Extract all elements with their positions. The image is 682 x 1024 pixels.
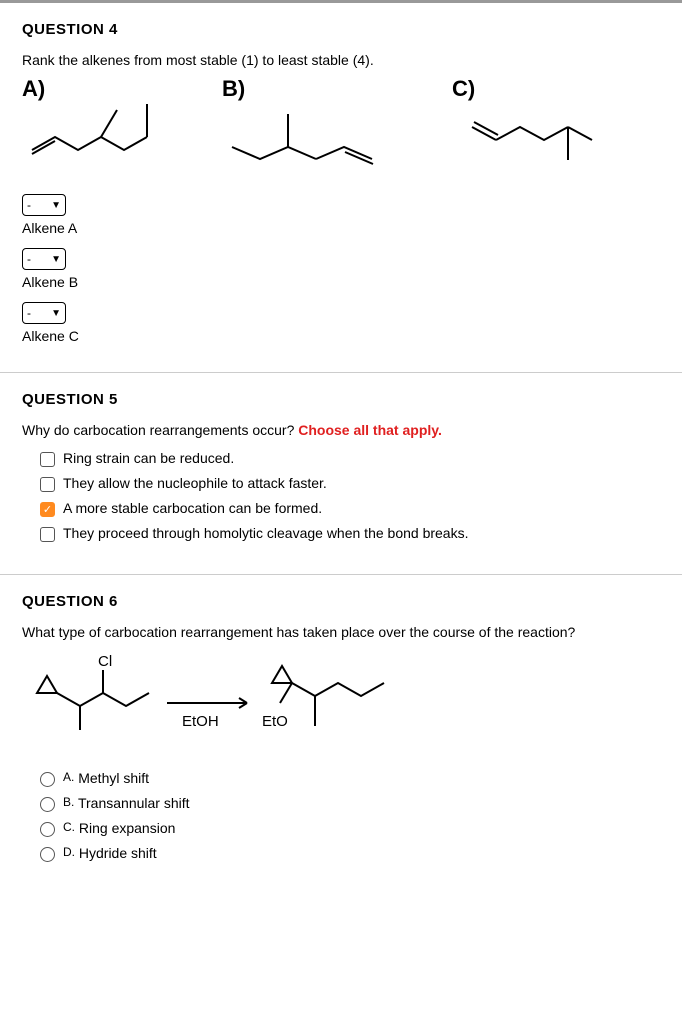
q5-prompt-b: Choose all that apply.	[298, 422, 442, 438]
q4-dropdown-c[interactable]: - ▼	[22, 302, 66, 324]
q4-molecules	[22, 102, 660, 182]
q4-dropdown-c-wrap: - ▼ Alkene C	[22, 302, 660, 344]
molecule-a	[22, 92, 192, 182]
radio-icon[interactable]	[40, 822, 55, 837]
radio-icon[interactable]	[40, 772, 55, 787]
q5-prompt-a: Why do carbocation rearrangements occur?	[22, 422, 298, 438]
q6-prompt: What type of carbocation rearrangement h…	[22, 624, 660, 640]
radio-icon[interactable]	[40, 847, 55, 862]
q5-title: QUESTION 5	[22, 391, 660, 408]
q4-dropdown-a-wrap: - ▼ Alkene A	[22, 194, 660, 236]
q4-title: QUESTION 4	[22, 21, 660, 38]
q5-option-3[interactable]: They proceed through homolytic cleavage …	[22, 521, 660, 546]
q4-dropdown-a[interactable]: - ▼	[22, 194, 66, 216]
q6-option-c[interactable]: C. Ring expansion	[22, 816, 660, 841]
checkbox-icon[interactable]	[40, 452, 55, 467]
question-6: QUESTION 6 What type of carbocation rear…	[0, 575, 682, 876]
checkbox-checked-icon[interactable]: ✓	[40, 502, 55, 517]
q6-option-b[interactable]: B. Transannular shift	[22, 791, 660, 816]
q6-option-a[interactable]: A. Methyl shift	[22, 766, 660, 791]
q5-option-2-text: A more stable carbocation can be formed.	[63, 500, 322, 516]
q6-option-d-label: D. Hydride shift	[63, 845, 157, 861]
q4-dropdown-b-label: Alkene B	[22, 274, 660, 290]
q6-option-c-label: C. Ring expansion	[63, 820, 175, 836]
reaction-scheme: Cl EtOH EtO	[22, 648, 422, 758]
checkbox-icon[interactable]	[40, 477, 55, 492]
cl-label: Cl	[98, 653, 112, 670]
q5-prompt: Why do carbocation rearrangements occur?…	[22, 422, 660, 438]
q6-option-d[interactable]: D. Hydride shift	[22, 841, 660, 866]
q5-option-3-text: They proceed through homolytic cleavage …	[63, 525, 468, 541]
molecule-c	[462, 92, 662, 182]
q6-reaction: Cl EtOH EtO	[22, 648, 660, 758]
q4-dropdown-b-wrap: - ▼ Alkene B	[22, 248, 660, 290]
q5-option-1[interactable]: They allow the nucleophile to attack fas…	[22, 471, 660, 496]
radio-icon[interactable]	[40, 797, 55, 812]
chevron-down-icon: ▼	[51, 308, 61, 319]
molecule-b	[222, 92, 422, 182]
question-5: QUESTION 5 Why do carbocation rearrangem…	[0, 373, 682, 575]
q5-option-0-text: Ring strain can be reduced.	[63, 450, 234, 466]
q4-prompt: Rank the alkenes from most stable (1) to…	[22, 52, 660, 68]
chevron-down-icon: ▼	[51, 254, 61, 265]
q5-option-2[interactable]: ✓ A more stable carbocation can be forme…	[22, 496, 660, 521]
q4-dropdown-c-label: Alkene C	[22, 328, 660, 344]
q4-dropdown-c-value: -	[27, 306, 31, 320]
q6-option-a-label: A. Methyl shift	[63, 770, 149, 786]
chevron-down-icon: ▼	[51, 200, 61, 211]
q6-option-b-label: B. Transannular shift	[63, 795, 190, 811]
question-4: QUESTION 4 Rank the alkenes from most st…	[0, 3, 682, 373]
q5-option-1-text: They allow the nucleophile to attack fas…	[63, 475, 327, 491]
q6-title: QUESTION 6	[22, 593, 660, 610]
checkbox-icon[interactable]	[40, 527, 55, 542]
q4-dropdown-b[interactable]: - ▼	[22, 248, 66, 270]
q5-option-0[interactable]: Ring strain can be reduced.	[22, 446, 660, 471]
q4-dropdown-a-value: -	[27, 198, 31, 212]
q4-dropdown-a-label: Alkene A	[22, 220, 660, 236]
eto-label: EtO	[262, 713, 288, 730]
etoh-label: EtOH	[182, 713, 219, 730]
q4-dropdown-b-value: -	[27, 252, 31, 266]
